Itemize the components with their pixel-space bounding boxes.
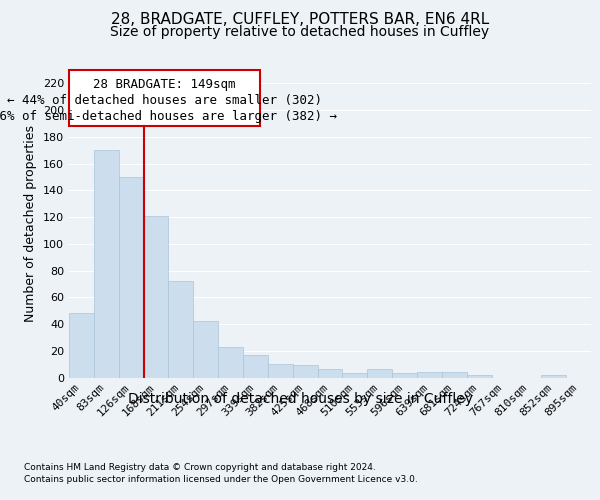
Bar xyxy=(293,366,317,378)
Text: Distribution of detached houses by size in Cuffley: Distribution of detached houses by size … xyxy=(128,392,473,406)
Bar xyxy=(243,355,268,378)
Bar xyxy=(541,375,566,378)
Bar xyxy=(317,370,343,378)
Bar xyxy=(367,370,392,378)
Text: 56% of semi-detached houses are larger (382) →: 56% of semi-detached houses are larger (… xyxy=(0,110,337,123)
Text: 28, BRADGATE, CUFFLEY, POTTERS BAR, EN6 4RL: 28, BRADGATE, CUFFLEY, POTTERS BAR, EN6 … xyxy=(111,12,489,28)
Text: Contains public sector information licensed under the Open Government Licence v3: Contains public sector information licen… xyxy=(24,475,418,484)
Bar xyxy=(417,372,442,378)
Text: Size of property relative to detached houses in Cuffley: Size of property relative to detached ho… xyxy=(110,25,490,39)
Bar xyxy=(343,374,367,378)
Bar xyxy=(268,364,293,378)
Bar xyxy=(467,375,491,378)
Text: ← 44% of detached houses are smaller (302): ← 44% of detached houses are smaller (30… xyxy=(7,94,322,107)
Bar xyxy=(218,347,243,378)
Bar xyxy=(442,372,467,378)
FancyBboxPatch shape xyxy=(69,70,260,126)
Bar xyxy=(143,216,169,378)
Bar xyxy=(119,177,143,378)
Bar xyxy=(392,374,417,378)
Text: Contains HM Land Registry data © Crown copyright and database right 2024.: Contains HM Land Registry data © Crown c… xyxy=(24,462,376,471)
Bar xyxy=(169,281,193,378)
Text: 28 BRADGATE: 149sqm: 28 BRADGATE: 149sqm xyxy=(94,78,236,90)
Y-axis label: Number of detached properties: Number of detached properties xyxy=(25,125,37,322)
Bar xyxy=(69,314,94,378)
Bar xyxy=(94,150,119,378)
Bar xyxy=(193,322,218,378)
